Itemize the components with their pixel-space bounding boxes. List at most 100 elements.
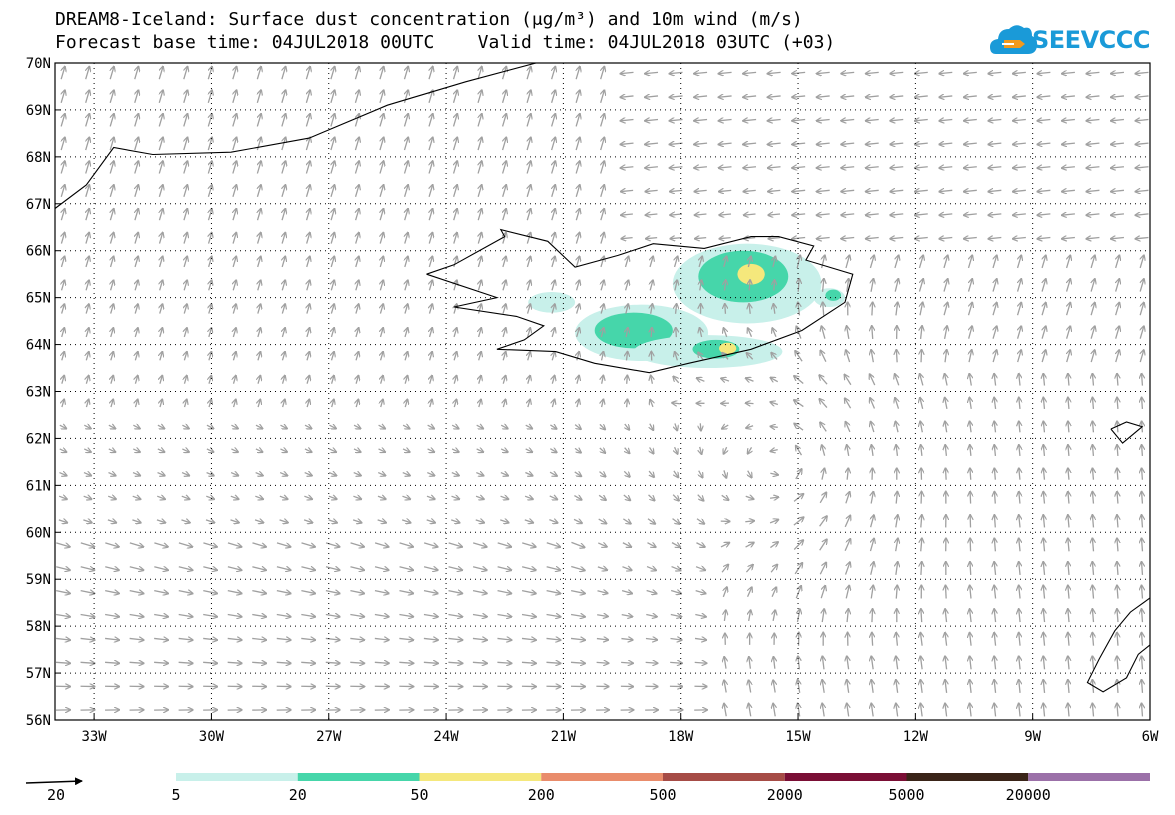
- wind-vector: [399, 638, 413, 640]
- wind-vector: [1065, 303, 1071, 316]
- wind-vector: [988, 167, 1002, 168]
- wind-vector: [525, 449, 533, 452]
- wind-vector: [282, 280, 285, 291]
- wind-vector: [86, 352, 88, 361]
- wind-vector: [945, 680, 947, 693]
- wind-vector: [1043, 398, 1044, 410]
- wind-vector: [80, 662, 95, 663]
- wind-vector: [964, 120, 977, 121]
- wind-vector: [154, 615, 168, 617]
- wind-vector: [354, 90, 359, 104]
- wind-vector: [354, 114, 359, 127]
- wind-vector: [872, 633, 873, 646]
- wind-vector: [1062, 214, 1075, 215]
- wind-vector: [1041, 279, 1046, 292]
- wind-vector: [571, 565, 584, 570]
- wind-vector: [576, 257, 579, 268]
- wind-vector: [623, 494, 630, 500]
- wind-vector: [276, 638, 291, 640]
- wind-vector: [793, 517, 804, 526]
- wind-vector: [1086, 96, 1100, 97]
- wind-vector: [993, 350, 996, 363]
- wind-vector: [86, 161, 90, 174]
- wind-vector: [724, 328, 727, 338]
- wind-vector: [301, 591, 315, 594]
- wind-vector: [135, 304, 138, 314]
- wind-vector: [181, 473, 189, 476]
- wind-vector: [576, 209, 579, 221]
- wind-vector: [232, 114, 237, 127]
- wind-vector: [793, 540, 803, 550]
- wind-vector: [307, 280, 310, 291]
- wind-vector: [970, 445, 971, 456]
- wind-vector: [546, 615, 561, 617]
- wind-vector: [915, 190, 928, 191]
- wind-vector: [819, 399, 828, 409]
- wind-vector: [1019, 704, 1020, 717]
- wind-vector: [1065, 256, 1071, 269]
- wind-vector: [768, 190, 781, 191]
- wind-vector: [672, 403, 680, 404]
- wind-vector: [110, 233, 113, 244]
- wind-vector: [1142, 704, 1143, 717]
- wind-vector: [574, 472, 581, 476]
- wind-vector: [184, 328, 187, 338]
- wind-vector: [945, 633, 947, 646]
- wind-vector: [86, 185, 89, 198]
- reference-wind-label: 20: [47, 786, 65, 804]
- wind-vector: [1037, 96, 1051, 97]
- wind-vector: [1065, 279, 1071, 292]
- wind-vector: [844, 562, 850, 575]
- wind-vector: [279, 473, 287, 476]
- wind-vector: [600, 424, 605, 429]
- wind-vector: [915, 120, 928, 121]
- wind-vector: [597, 615, 608, 617]
- wind-vector: [672, 518, 680, 524]
- wind-vector: [768, 167, 781, 168]
- wind-vector: [105, 542, 118, 547]
- wind-vector: [845, 375, 852, 386]
- wind-vector: [970, 656, 971, 670]
- wind-vector: [939, 190, 953, 191]
- y-tick-label: 70N: [26, 56, 51, 72]
- wind-vector: [792, 143, 806, 144]
- wind-vector: [866, 190, 879, 191]
- wind-vector: [571, 541, 584, 547]
- wind-vector: [1068, 656, 1069, 670]
- wind-vector: [454, 185, 457, 198]
- wind-vector: [896, 445, 897, 456]
- wind-vector: [846, 586, 849, 599]
- y-tick-label: 65N: [26, 291, 51, 307]
- wind-vector: [748, 587, 752, 598]
- wind-vector: [794, 424, 804, 431]
- wind-vector: [209, 328, 212, 338]
- wind-vector: [970, 468, 971, 480]
- wind-vector: [528, 304, 531, 314]
- wind-vector: [1092, 633, 1093, 646]
- wind-vector: [1092, 704, 1093, 717]
- wind-vector: [479, 352, 481, 361]
- wind-vector: [479, 376, 481, 384]
- wind-vector: [1117, 421, 1118, 433]
- wind-vector: [233, 352, 235, 361]
- wind-vector: [328, 496, 337, 499]
- wind-vector: [970, 633, 971, 646]
- wind-vector: [988, 143, 1002, 144]
- wind-vector: [328, 520, 337, 523]
- wind-vector: [1068, 538, 1069, 552]
- wind-vector: [670, 238, 682, 239]
- wind-vector: [1117, 538, 1118, 552]
- wind-vector: [1116, 326, 1120, 339]
- wind-vector: [135, 185, 138, 198]
- wind-vector: [157, 496, 165, 499]
- wind-vector: [746, 378, 754, 381]
- wind-vector: [719, 190, 732, 191]
- wind-vector: [256, 114, 261, 127]
- wind-vector: [822, 680, 824, 693]
- wind-vector: [1116, 350, 1119, 363]
- wind-vector: [503, 161, 507, 174]
- wind-vector: [994, 398, 995, 410]
- wind-vector: [1142, 515, 1143, 528]
- wind-vector: [331, 280, 334, 291]
- wind-vector: [821, 326, 824, 339]
